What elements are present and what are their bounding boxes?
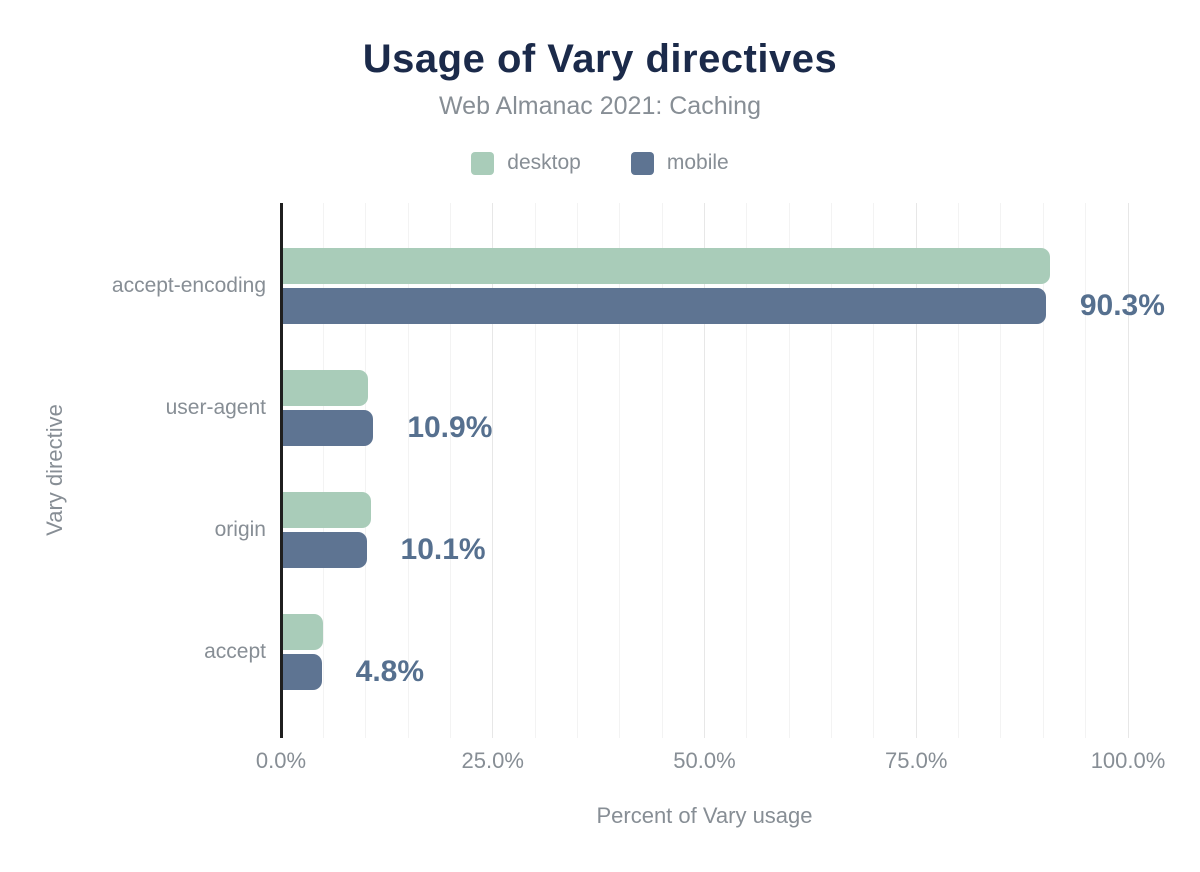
- gridline: [492, 203, 494, 738]
- gridline: [322, 203, 324, 738]
- value-annotation-accept: 4.8%: [355, 654, 425, 688]
- value-annotation-user-agent: 10.9%: [407, 410, 493, 444]
- mobile-bar-origin: [281, 531, 367, 568]
- desktop-bar-origin: [281, 491, 371, 528]
- y-category-label-accept-encoding: accept-encoding: [111, 273, 266, 297]
- gridline: [1127, 203, 1129, 738]
- legend-item-desktop: desktop: [471, 151, 581, 175]
- desktop-bar-accept: [281, 613, 323, 650]
- legend: desktop mobile: [0, 151, 1200, 175]
- y-category-label-user-agent: user-agent: [165, 395, 266, 419]
- y-category-label-accept: accept: [204, 639, 266, 663]
- x-tick-label: 75.0%: [885, 748, 948, 773]
- gridline: [449, 203, 451, 738]
- gridline: [365, 203, 367, 738]
- gridline: [873, 203, 875, 738]
- gridline: [831, 203, 833, 738]
- gridline: [576, 203, 578, 738]
- x-tick-label: 25.0%: [461, 748, 524, 773]
- gridline: [1042, 203, 1044, 738]
- desktop-swatch-icon: [471, 151, 495, 175]
- mobile-bar-accept-encoding: [281, 287, 1046, 324]
- chart-title: Usage of Vary directives: [362, 37, 838, 81]
- gridline: [1000, 203, 1002, 738]
- desktop-bar-accept-encoding: [281, 247, 1051, 284]
- x-tick-label: 100.0%: [1090, 748, 1166, 773]
- gridline: [407, 203, 409, 738]
- value-annotation-origin: 10.1%: [400, 532, 486, 566]
- gridline: [1085, 203, 1087, 738]
- plot-area: Percent of Vary usage Vary directive 0.0…: [42, 203, 1165, 828]
- mobile-bar-user-agent: [281, 409, 374, 446]
- value-annotation-accept-encoding: 90.3%: [1079, 288, 1165, 322]
- gridline: [619, 203, 621, 738]
- desktop-bar-user-agent: [281, 369, 369, 406]
- legend-label-desktop: desktop: [507, 151, 581, 174]
- y-axis-line: [280, 203, 283, 738]
- gridline: [788, 203, 790, 738]
- y-category-label-origin: origin: [214, 517, 266, 541]
- x-axis-title: Percent of Vary usage: [596, 803, 813, 828]
- gridline: [534, 203, 536, 738]
- x-tick-label: 50.0%: [673, 748, 736, 773]
- chart-subtitle: Web Almanac 2021: Caching: [439, 92, 761, 120]
- legend-label-mobile: mobile: [666, 151, 729, 174]
- gridline: [746, 203, 748, 738]
- x-tick-label: 0.0%: [255, 748, 307, 773]
- gridline: [958, 203, 960, 738]
- y-axis-title: Vary directive: [42, 404, 67, 536]
- gridline: [915, 203, 917, 738]
- mobile-bar-accept: [281, 653, 322, 690]
- gridline: [661, 203, 663, 738]
- gridline: [704, 203, 705, 738]
- mobile-swatch-icon: [630, 151, 654, 175]
- legend-item-mobile: mobile: [630, 151, 729, 175]
